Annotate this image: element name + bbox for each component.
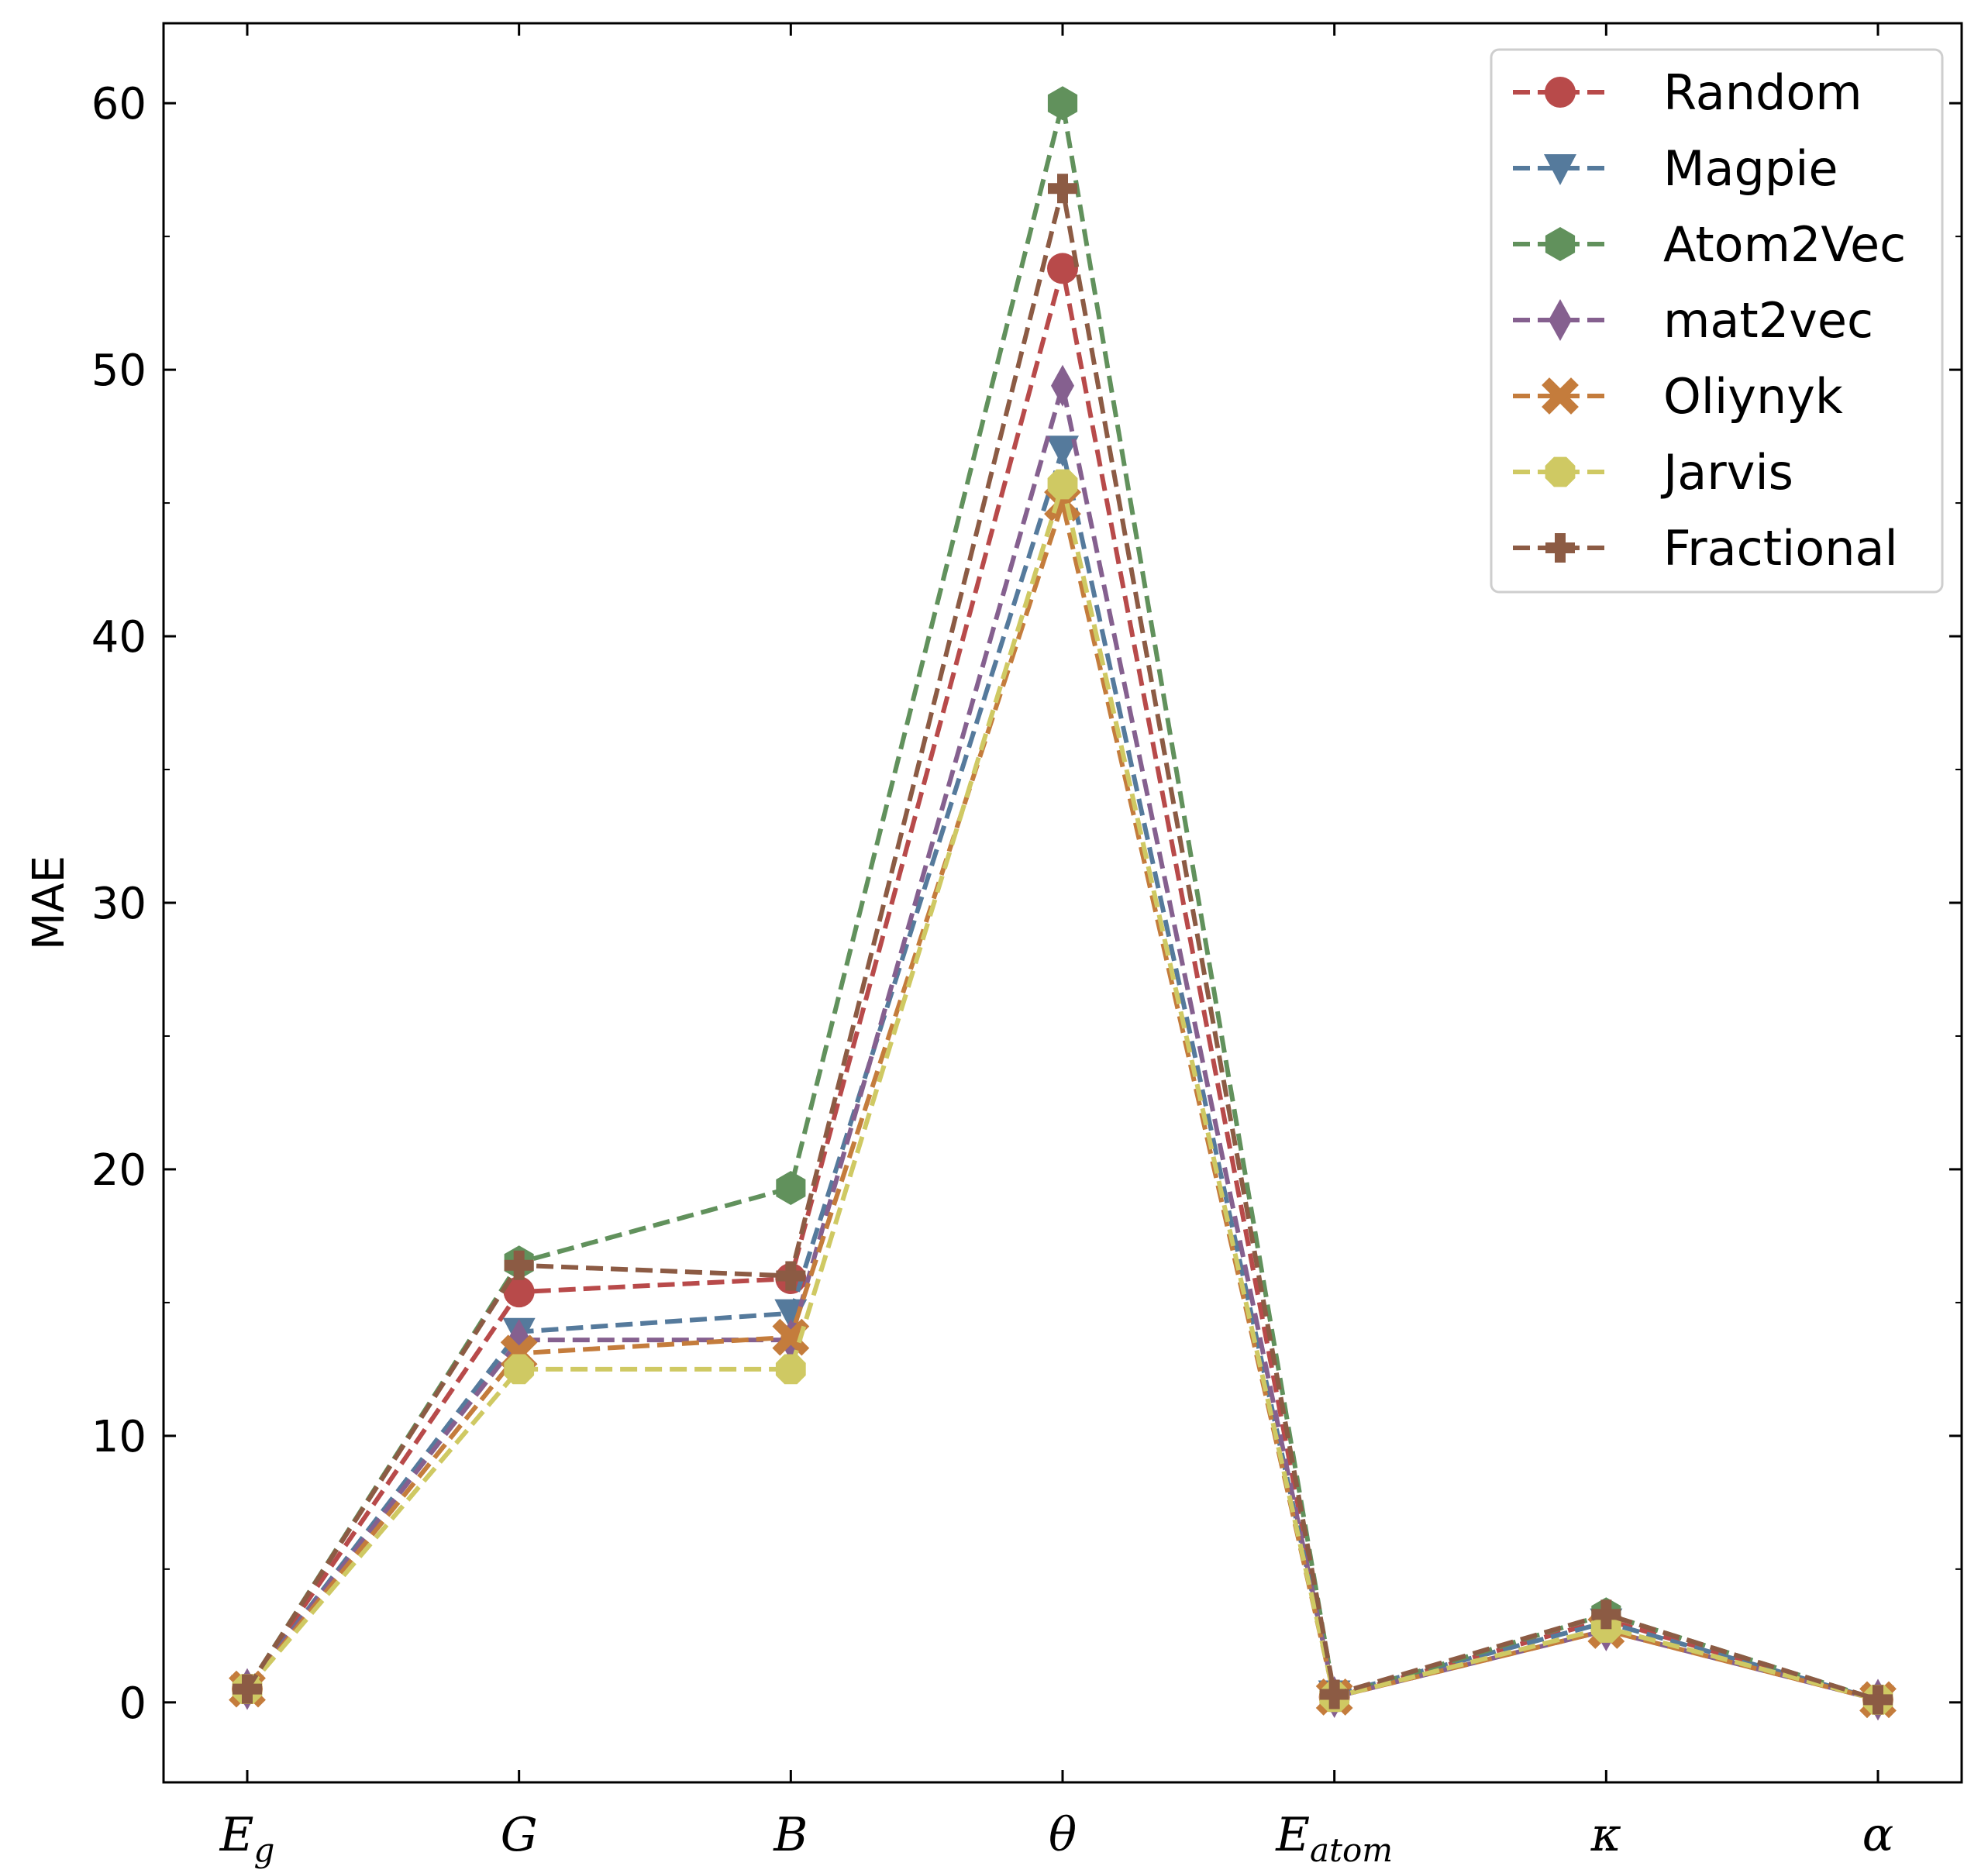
data-point [776, 1171, 806, 1205]
legend-entry: mat2vec [1513, 292, 1873, 349]
x-tick-label: Eatom [1275, 1808, 1393, 1869]
legend: Random Magpie Atom2Vec mat2vec Oliynyk Jarvis… [1490, 48, 1944, 594]
data-point [1047, 86, 1078, 121]
data-point [1319, 1679, 1349, 1709]
legend-label: Fractional [1663, 520, 1898, 577]
legend-box [1490, 48, 1944, 594]
x-tick-label: θ [1049, 1808, 1077, 1862]
data-point [775, 1354, 806, 1385]
legend-label: mat2vec [1663, 292, 1873, 349]
data-point [504, 1354, 535, 1385]
legend-marker [1545, 456, 1576, 487]
legend-label: Magpie [1663, 140, 1838, 197]
y-tick-label: 60 [91, 79, 146, 129]
plot-area [229, 86, 1897, 1721]
series-jarvis [232, 469, 1893, 1715]
legend-label: Jarvis [1660, 444, 1793, 501]
y-tick-label: 0 [119, 1678, 146, 1729]
data-point [504, 1250, 534, 1280]
data-point [503, 1276, 535, 1308]
data-point [1046, 436, 1079, 467]
x-tick-label: B [773, 1808, 808, 1862]
y-tick-label: 50 [91, 346, 146, 396]
data-point [233, 1674, 262, 1704]
data-point [1047, 469, 1078, 500]
x-tick-label: G [501, 1808, 538, 1862]
y-tick-label: 20 [91, 1145, 146, 1196]
legend-marker [1542, 377, 1579, 415]
y-tick-label: 30 [91, 879, 146, 929]
legend-marker [1544, 154, 1576, 185]
x-tick-label: κ [1590, 1808, 1621, 1862]
legend-entry: Random [1513, 64, 1862, 121]
data-point [1863, 1685, 1893, 1715]
y-axis-label: MAE [24, 856, 74, 950]
data-point [1047, 253, 1078, 284]
x-tick-label: α [1862, 1808, 1894, 1862]
series-line-magpie [245, 440, 1879, 1703]
data-point [772, 1318, 810, 1356]
data-point [1051, 364, 1074, 407]
y-tick-label: 40 [91, 612, 146, 663]
legend-label: Atom2Vec [1663, 216, 1906, 273]
series-line-jarvis [245, 475, 1879, 1703]
data-point [1048, 174, 1077, 204]
legend-label: Oliynyk [1663, 368, 1843, 425]
legend-entry: Magpie [1513, 140, 1838, 197]
series-oliynyk [229, 484, 1897, 1719]
legend-label: Random [1663, 64, 1862, 121]
legend-marker [1549, 299, 1572, 341]
legend-marker [1545, 533, 1575, 563]
series-fractional [233, 174, 1893, 1715]
data-point [776, 1261, 806, 1291]
series-line-oliynyk [245, 494, 1879, 1703]
legend-marker [1545, 227, 1576, 261]
legend-entry: Fractional [1513, 520, 1898, 577]
data-point [1591, 1599, 1621, 1630]
y-tick-label: 10 [91, 1412, 146, 1462]
series-magpie [231, 436, 1894, 1717]
x-tick-label: Eg [219, 1808, 275, 1869]
legend-entry: Jarvis [1513, 444, 1793, 501]
legend-marker [1545, 77, 1576, 108]
legend-entry: Oliynyk [1513, 368, 1843, 425]
legend-entry: Atom2Vec [1513, 216, 1906, 273]
